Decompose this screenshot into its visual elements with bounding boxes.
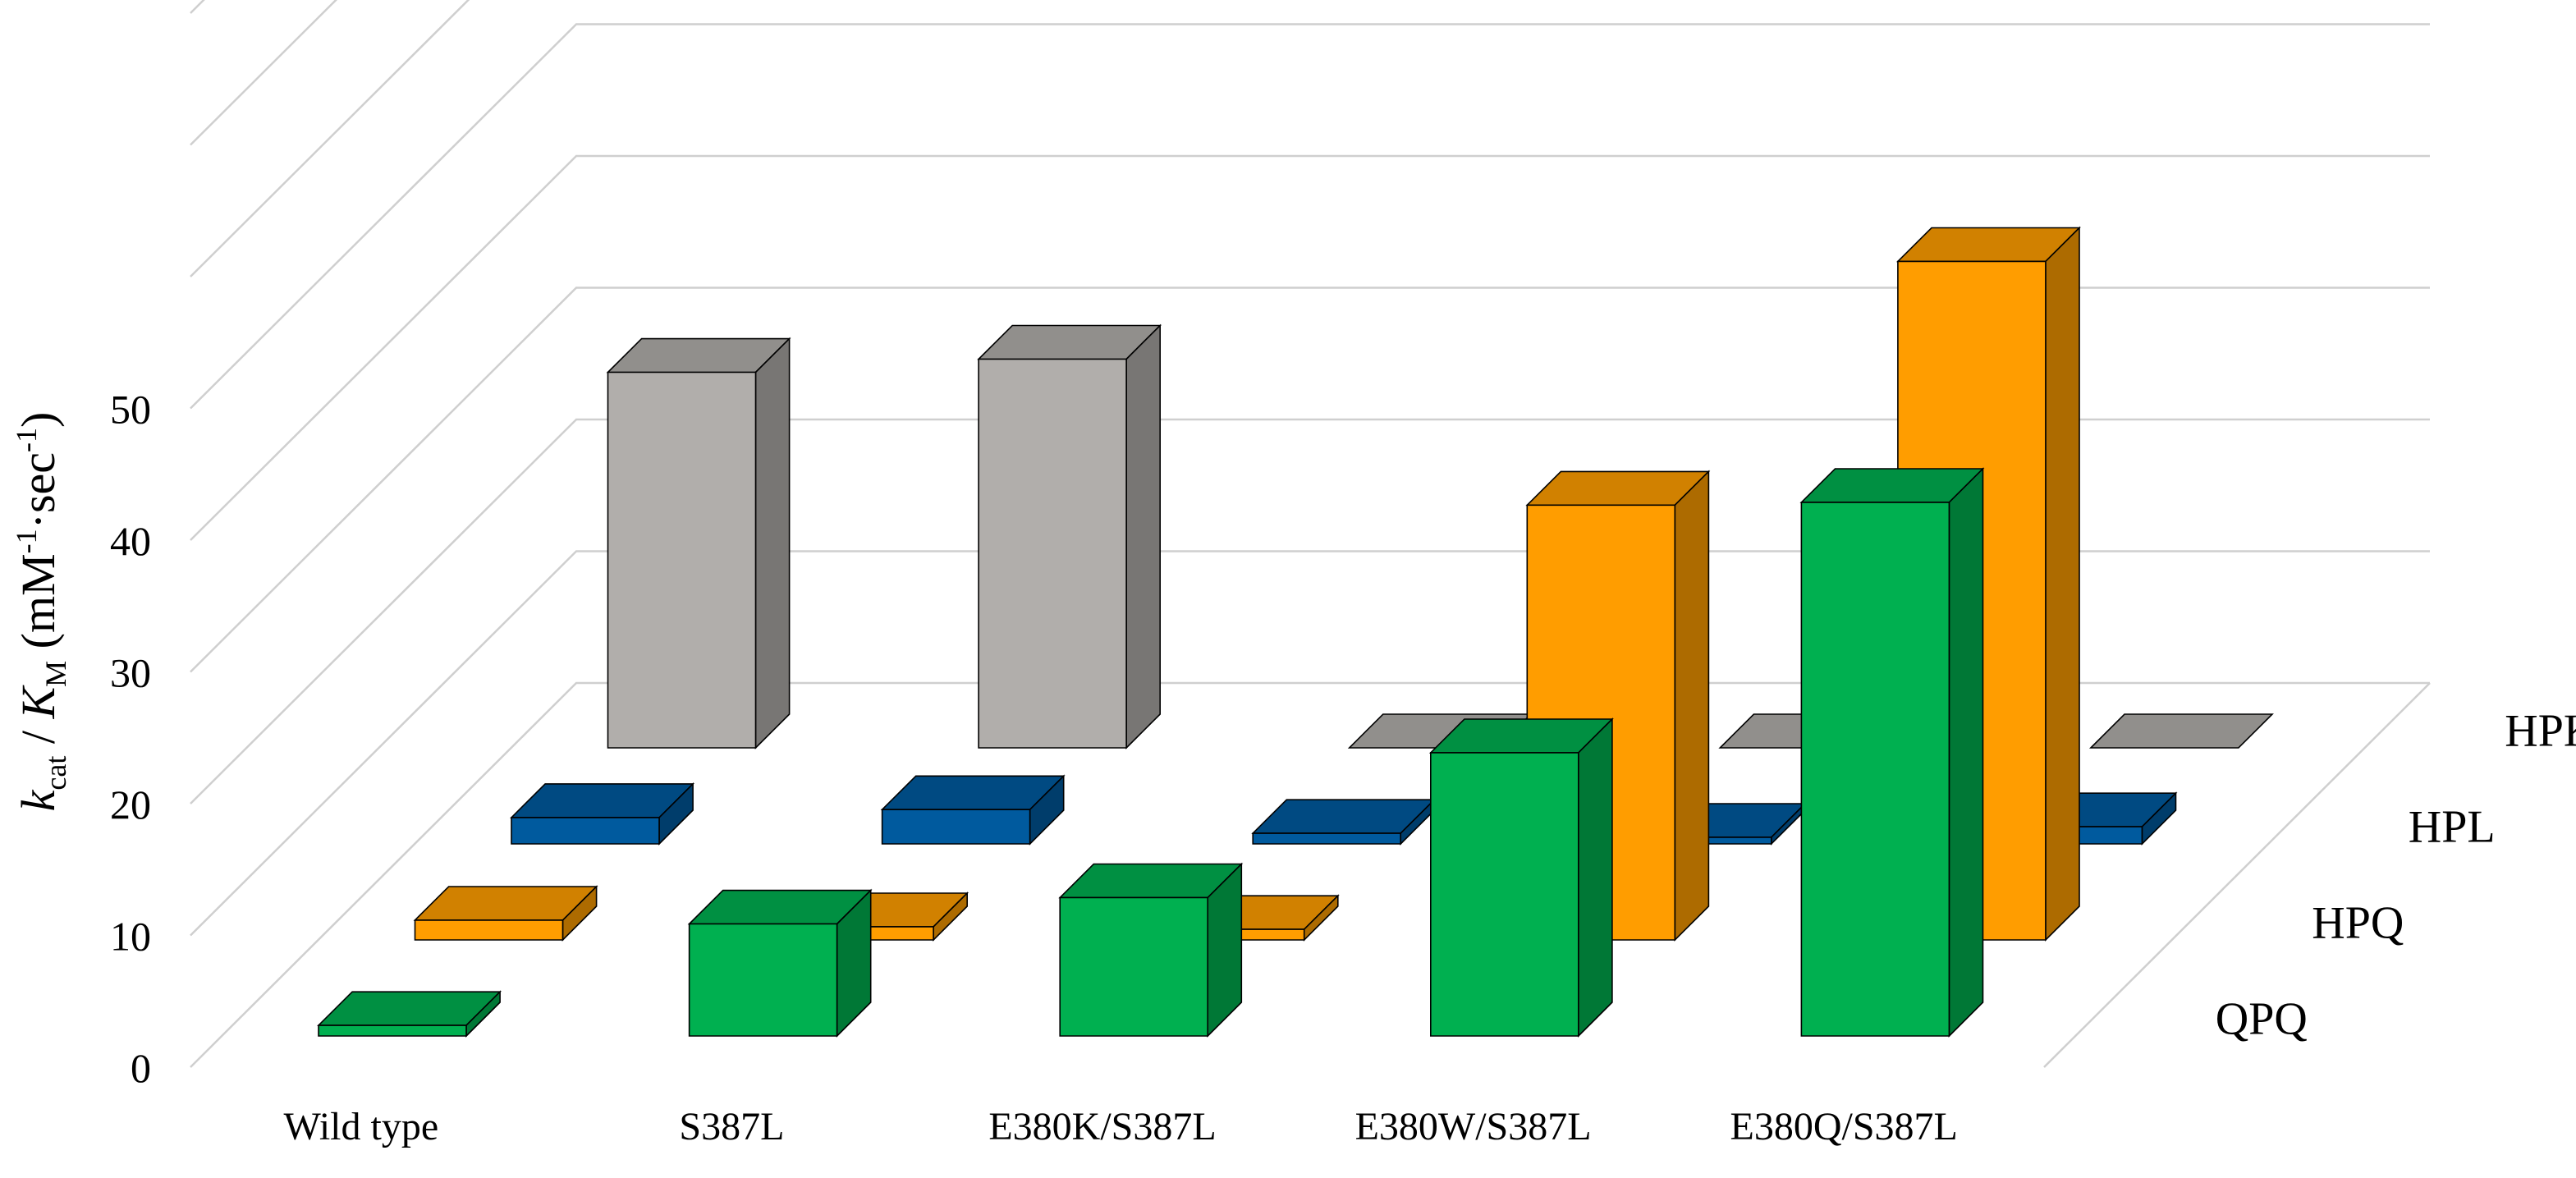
series-label: HPL (2409, 802, 2496, 853)
gridline (190, 0, 205, 14)
bars (317, 226, 2274, 1038)
y-tick-label: 20 (110, 782, 151, 827)
bar-front-face (318, 1024, 467, 1037)
gridline (190, 681, 2430, 1068)
gridline (190, 154, 2430, 541)
bar-front-face (1430, 752, 1579, 1037)
y-axis-label: kcat / KM (mM-1·sec-1) (10, 412, 72, 812)
bar-front-face (1800, 502, 1950, 1037)
bar-side-face (1125, 323, 1161, 749)
bar-hpl-2 (1251, 798, 1437, 846)
category-label: E380K/S387L (988, 1105, 1216, 1148)
gridline (190, 0, 338, 146)
bar-hpk-0 (606, 337, 791, 749)
y-tick-label: 0 (131, 1045, 151, 1091)
y-tick-label: 10 (110, 914, 151, 960)
series-label: HPK (2505, 706, 2576, 757)
bar-hpl-1 (880, 774, 1066, 846)
gridline (190, 0, 470, 277)
bar-hpk-4 (2088, 713, 2274, 749)
bar-hpk-1 (977, 323, 1162, 749)
series-label: QPQ (2216, 994, 2308, 1045)
bar-qpq-2 (1058, 862, 1244, 1038)
chart-walls (190, 0, 2431, 1068)
bar-side-face (1674, 470, 1710, 942)
bar-front-face (1252, 832, 1401, 845)
floor-edge (2043, 682, 2431, 1068)
bar-top-face (2088, 713, 2274, 749)
bar-side-face (2045, 226, 2080, 942)
bar-qpq-3 (1428, 717, 1614, 1038)
gridline (190, 550, 2430, 937)
bar-qpq-4 (1799, 467, 1985, 1038)
bar-side-face (1578, 717, 1613, 1038)
gridline (190, 23, 2430, 410)
y-tick-label: 40 (110, 518, 151, 564)
category-labels: Wild type S387L E380K/S387L E380W/S387L E380… (283, 1105, 1957, 1148)
category-label: E380W/S387L (1355, 1105, 1592, 1148)
y-tick-labels: 0 10 20 30 40 50 (110, 387, 151, 1092)
gridline (190, 286, 2430, 673)
bar-front-face (881, 809, 1031, 845)
y-tick-label: 50 (110, 387, 151, 433)
gridline (190, 418, 2430, 804)
bar-qpq-0 (317, 990, 502, 1038)
series-depth-labels: QPQHPQHPLHPK (2216, 706, 2576, 1045)
bar-front-face (414, 919, 564, 941)
bar-qpq-1 (687, 888, 873, 1038)
bar-hpq-0 (413, 885, 598, 942)
category-label: Wild type (283, 1105, 438, 1148)
bar-side-face (754, 337, 791, 749)
bar-front-face (978, 358, 1127, 749)
series-label: HPQ (2312, 898, 2404, 949)
bar-front-face (511, 817, 660, 845)
bar-front-face (688, 923, 838, 1037)
bar-hpl-0 (510, 782, 695, 846)
bar-side-face (1948, 467, 1984, 1038)
category-label: E380Q/S387L (1730, 1105, 1958, 1148)
y-tick-label: 30 (110, 650, 151, 696)
bar-front-face (607, 371, 757, 749)
category-label: S387L (679, 1105, 784, 1148)
bar-front-face (1059, 896, 1208, 1037)
